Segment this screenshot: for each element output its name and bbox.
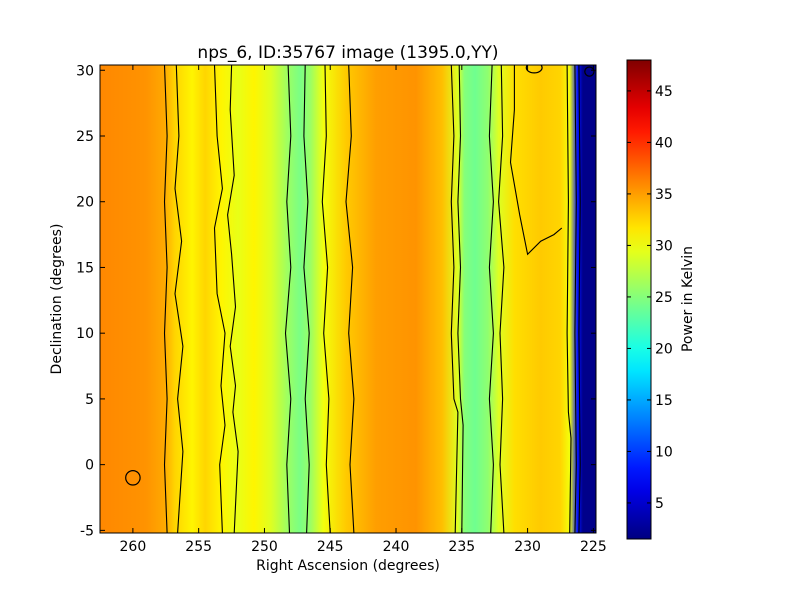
plot-frame (99, 64, 597, 534)
contour-loop-0 (125, 469, 141, 486)
colorbar-tick-label: 5 (655, 496, 664, 512)
contour-line-3 (227, 65, 239, 533)
colorbar-tick-label: 35 (655, 187, 673, 203)
contour-line-5 (303, 65, 310, 533)
contour-line-10 (488, 65, 494, 533)
y-tick-label: 25 (76, 129, 94, 145)
colorbar-tick-label: 45 (655, 84, 673, 100)
contour-line-1 (174, 65, 184, 533)
plot-area: 260 255 250 245 240 235 230 225 -5 0 5 10 15 20 25 30 (76, 63, 607, 555)
y-tick-label: -5 (80, 523, 94, 539)
colorbar-tick-label: 25 (655, 290, 673, 306)
x-tick-label: 260 (120, 539, 147, 555)
contour-line-13 (566, 65, 572, 533)
contour-line-0 (163, 65, 168, 533)
x-tick-label: 255 (185, 539, 212, 555)
contour-loop-2 (584, 66, 595, 77)
colorbar-label: Power in Kelvin (680, 246, 696, 352)
y-tick-label: 20 (76, 195, 94, 211)
x-tick-label: 250 (251, 539, 278, 555)
contour-line-15 (578, 65, 581, 533)
colorbar-frame (626, 59, 652, 540)
y-axis-label: Declination (degrees) (49, 224, 65, 375)
contour-line-9 (457, 65, 464, 533)
y-tick-label: 10 (76, 326, 94, 342)
colorbar-tick-label: 20 (655, 341, 673, 357)
contour-line-4 (284, 65, 292, 533)
colorbar-tick-label: 15 (655, 393, 673, 409)
colorbar-ticks: 5 10 15 20 25 30 35 40 45 (627, 84, 673, 512)
contour-line-14 (574, 65, 577, 533)
x-tick-label: 245 (317, 539, 344, 555)
contours (125, 65, 595, 533)
contour-line-2 (213, 65, 226, 533)
colorbar-gradient (627, 60, 651, 539)
y-tick-label: 30 (76, 63, 94, 79)
x-tick-label: 225 (580, 539, 607, 555)
x-axis-label: Right Ascension (degrees) (256, 558, 440, 574)
x-tick-label: 235 (448, 539, 475, 555)
intensity-map (100, 65, 596, 533)
contour-line-11 (498, 65, 505, 533)
contour-line-12 (509, 65, 563, 256)
contour-loop-1 (525, 65, 543, 74)
colorbar-tick-label: 10 (655, 444, 673, 460)
colorbar: 5 10 15 20 25 30 35 40 45 Power in Kelvin (626, 59, 696, 540)
colorbar-tick-label: 40 (655, 135, 673, 151)
chart-title: nps_6, ID:35767 image (1395.0,YY) (197, 43, 498, 63)
contour-line-6 (321, 65, 331, 533)
contour-line-8 (450, 65, 459, 533)
contour-line-7 (345, 65, 355, 533)
colorbar-tick-label: 30 (655, 238, 673, 254)
y-axis-ticks: -5 0 5 10 15 20 25 30 (76, 63, 596, 539)
y-tick-label: 0 (85, 458, 94, 474)
x-tick-label: 240 (383, 539, 410, 555)
y-tick-label: 5 (85, 392, 94, 408)
x-tick-label: 230 (514, 539, 541, 555)
y-tick-label: 15 (76, 260, 94, 276)
x-axis-ticks: 260 255 250 245 240 235 230 225 (120, 65, 607, 555)
